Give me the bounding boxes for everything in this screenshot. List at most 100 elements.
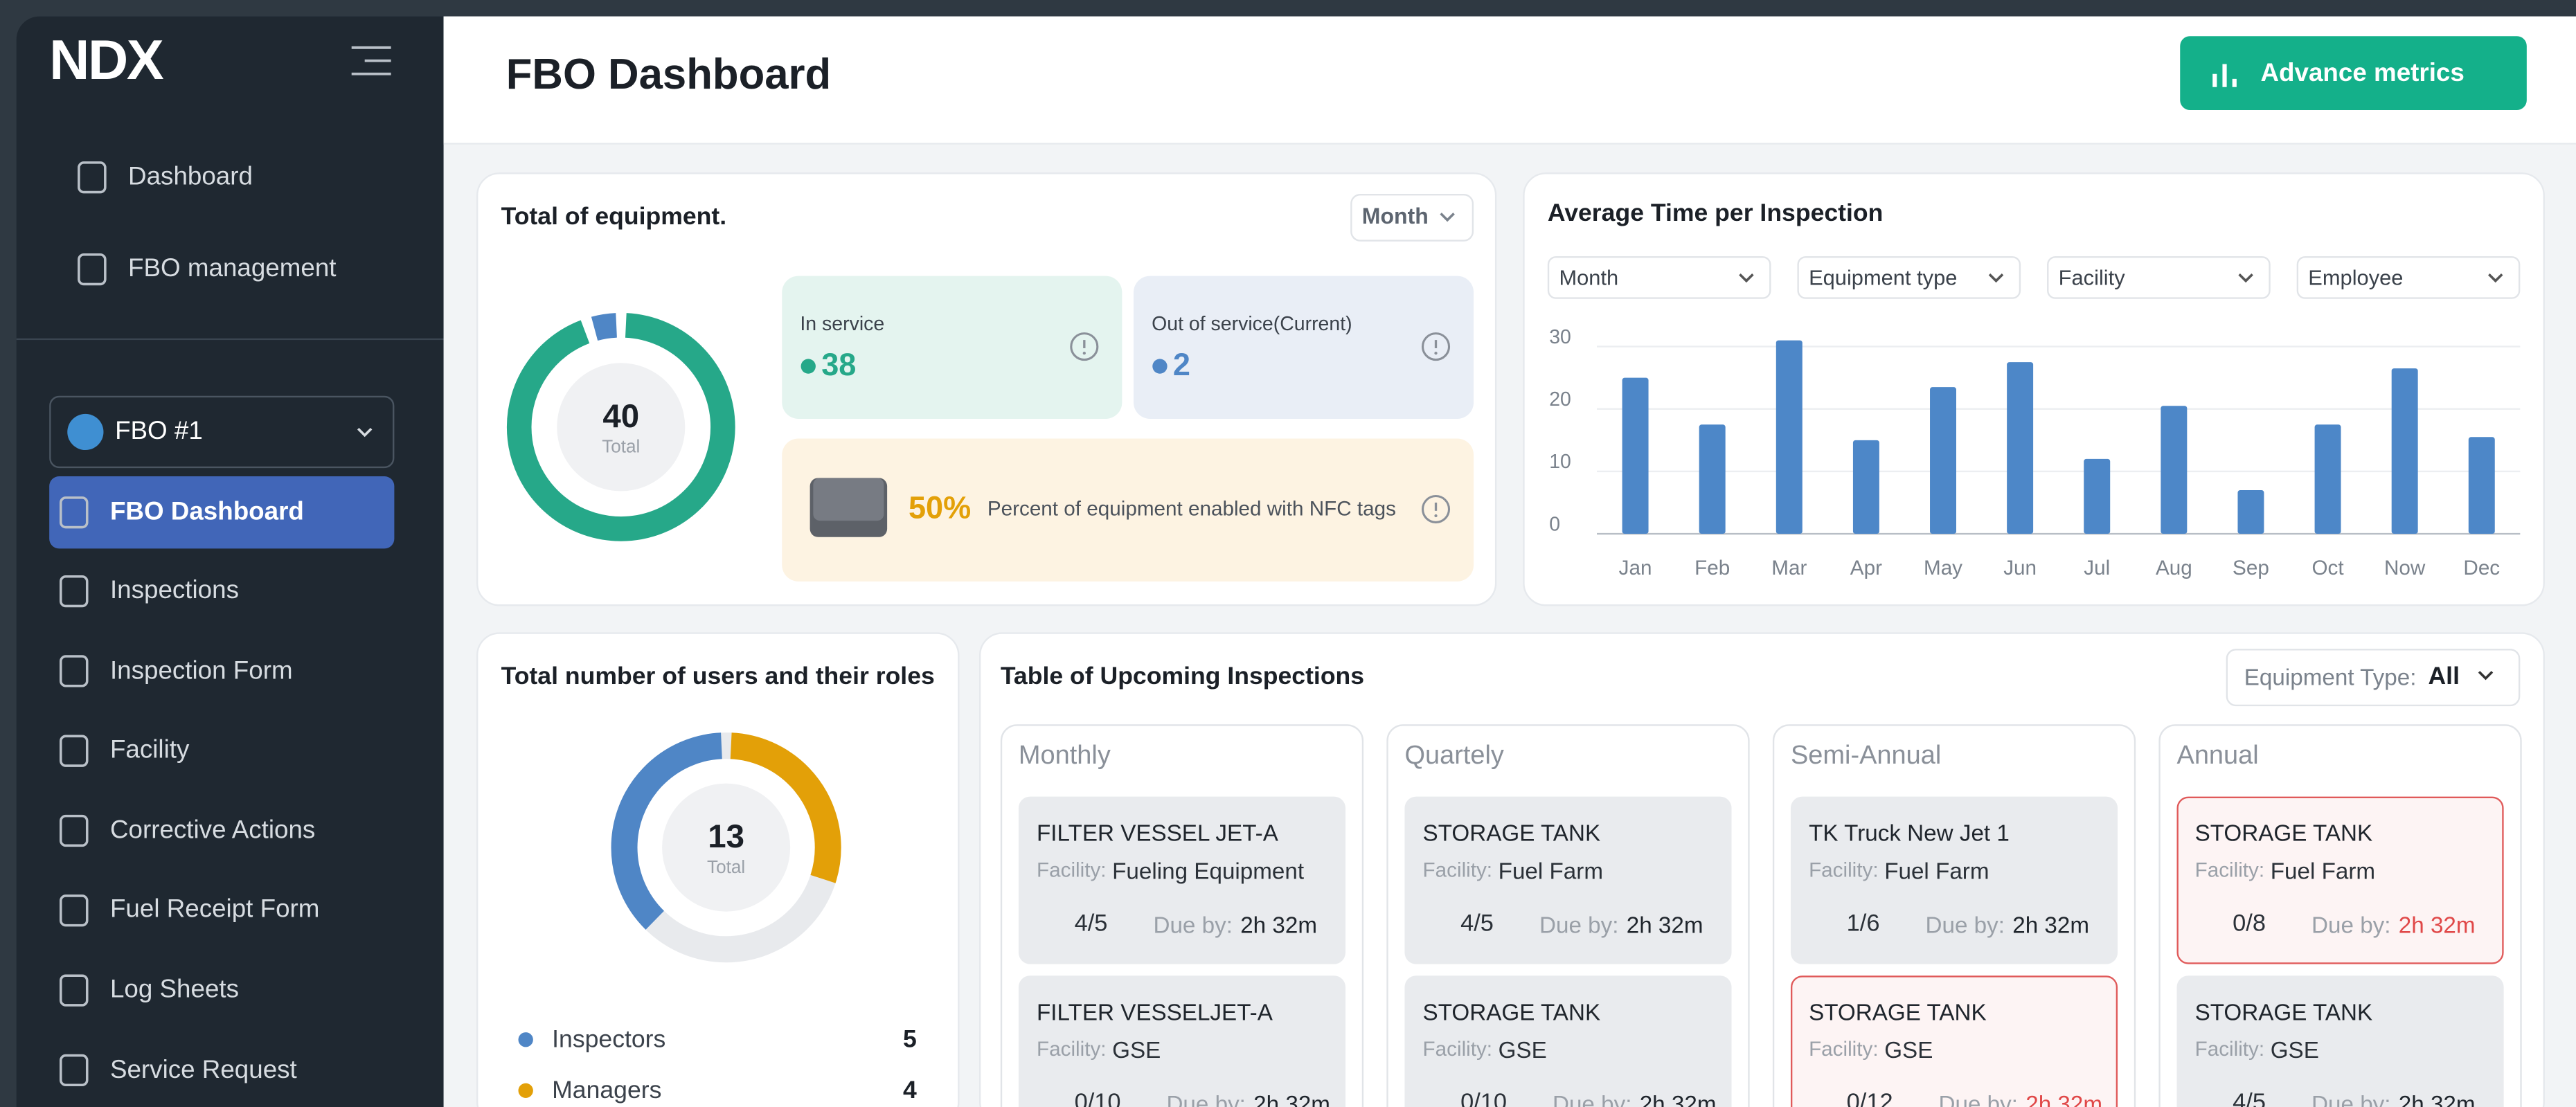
- info-icon: [1421, 332, 1451, 361]
- due-value: 2h 32m: [1639, 1090, 1717, 1107]
- inspection-item[interactable]: [2176, 796, 2504, 964]
- legend-dot: [518, 1083, 533, 1098]
- period-select[interactable]: [1350, 193, 1474, 242]
- column-title: Annual: [2176, 742, 2259, 771]
- active-nav[interactable]: [49, 476, 395, 549]
- x-tick-label: Oct: [2311, 556, 2344, 579]
- x-tick-label: Jun: [2003, 556, 2037, 579]
- filter-select[interactable]: [2296, 256, 2521, 299]
- inspection-item[interactable]: [1404, 975, 1732, 1107]
- item-title: STORAGE TANK: [2194, 819, 2373, 846]
- equipment-filter[interactable]: [2226, 649, 2521, 707]
- progress: 0/12: [1846, 1090, 1893, 1107]
- filter-select[interactable]: [1797, 256, 2021, 299]
- bar: [1699, 424, 1726, 534]
- filter-label: Equipment type: [1809, 265, 1958, 290]
- inspection-item[interactable]: [2176, 975, 2504, 1107]
- x-tick-label: Jan: [1618, 556, 1652, 579]
- x-tick-label: Now: [2383, 556, 2426, 579]
- x-tick-label: May: [1923, 556, 1963, 579]
- period: Month: [1361, 204, 1429, 229]
- filter-label: Employee: [2308, 265, 2404, 290]
- nav-item: Dashboard: [128, 163, 253, 191]
- y-tick-label: 20: [1549, 387, 1571, 411]
- bar: [2468, 437, 2495, 534]
- nav-icon: [60, 735, 89, 767]
- bar: [2007, 362, 2034, 534]
- facility-value: GSE: [2270, 1036, 2319, 1063]
- card-title: Total number of users and their roles: [501, 663, 935, 691]
- out-service-box: [1133, 276, 1474, 419]
- column-title: Monthly: [1018, 742, 1111, 771]
- legend-dot: [518, 1032, 533, 1047]
- nav-icon: [60, 974, 89, 1007]
- button-icon: [2212, 73, 2217, 87]
- item-title: STORAGE TANK: [2194, 998, 2373, 1025]
- donut-center: [557, 363, 686, 492]
- button-icon: [2222, 64, 2227, 87]
- chevron: [1440, 213, 1455, 222]
- nav-item: FBO Dashboard: [109, 498, 304, 526]
- y-tick-label: 0: [1549, 512, 1561, 536]
- bar: [2314, 424, 2341, 534]
- bar: [2161, 406, 2188, 534]
- due-value: 2h 32m: [2398, 911, 2476, 938]
- filter-select[interactable]: [2047, 256, 2271, 299]
- item-title: FILTER VESSEL JET-A: [1037, 819, 1278, 846]
- nav-item: Fuel Receipt Form: [109, 896, 320, 924]
- nav-item: Log Sheets: [109, 975, 240, 1005]
- chevron: [357, 427, 373, 438]
- inspection-item[interactable]: [1018, 796, 1346, 964]
- status-value: 38: [821, 349, 857, 384]
- progress: 0/10: [1460, 1090, 1508, 1107]
- inspection-item[interactable]: [1018, 975, 1346, 1107]
- nfc-text: Percent of equipment enabled with NFC ta…: [987, 497, 1396, 521]
- page-title: FBO Dashboard: [506, 49, 832, 99]
- nfc-device-top: [813, 478, 884, 521]
- nav-icon: [60, 496, 89, 529]
- item-title: FILTER VESSELJET-A: [1037, 998, 1273, 1025]
- fbo-avatar: [67, 413, 104, 451]
- info-icon: [1082, 351, 1086, 355]
- item-title: STORAGE TANK: [1422, 819, 1601, 846]
- bar: [1852, 440, 1879, 534]
- due-label: Due by:: [1166, 1090, 1246, 1107]
- filter-select[interactable]: [1547, 256, 1771, 299]
- bar: [1776, 340, 1803, 534]
- due-label: Due by:: [1938, 1090, 2018, 1107]
- nav-item: Service Request: [109, 1056, 297, 1084]
- facility-value: GSE: [1884, 1036, 1933, 1063]
- nav-item: FBO management: [128, 255, 337, 283]
- due-label: Due by:: [2311, 911, 2391, 938]
- filter-label: Month: [1559, 265, 1619, 290]
- facility-label: Facility:: [1809, 858, 1879, 882]
- info-icon: [1070, 332, 1099, 361]
- donut-total-label: Total: [602, 438, 641, 458]
- progress: 4/5: [1074, 911, 1108, 938]
- chevron: [2478, 671, 2494, 681]
- facility-label: Facility:: [2194, 858, 2265, 882]
- x-tick-label: Dec: [2463, 556, 2501, 579]
- due-label: Due by:: [1552, 1090, 1632, 1107]
- nfc-percent: 50%: [908, 492, 972, 527]
- bar: [1622, 377, 1649, 534]
- fbo-select[interactable]: [49, 395, 395, 469]
- inspection-column: [1772, 724, 2136, 1107]
- advance-button[interactable]: [2180, 36, 2527, 110]
- due-value: 2h 32m: [1240, 911, 1318, 938]
- info-icon: [1434, 351, 1438, 355]
- chevron: [2238, 273, 2253, 283]
- status-dot: [1152, 359, 1168, 374]
- x-tick-label: Sep: [2233, 556, 2269, 579]
- due-value: 2h 32m: [2025, 1090, 2103, 1107]
- nav-item: Inspection Form: [109, 656, 293, 685]
- button-label: Advance metrics: [2260, 60, 2465, 88]
- legend-label: Managers: [552, 1077, 662, 1105]
- inspection-item[interactable]: [1404, 796, 1732, 964]
- y-tick-label: 30: [1549, 325, 1571, 348]
- x-tick-label: Aug: [2155, 556, 2192, 579]
- inspection-item[interactable]: [1790, 796, 2118, 964]
- inspection-item[interactable]: [1790, 975, 2118, 1107]
- nav-icon: [60, 575, 89, 608]
- x-tick-label: Apr: [1850, 556, 1882, 579]
